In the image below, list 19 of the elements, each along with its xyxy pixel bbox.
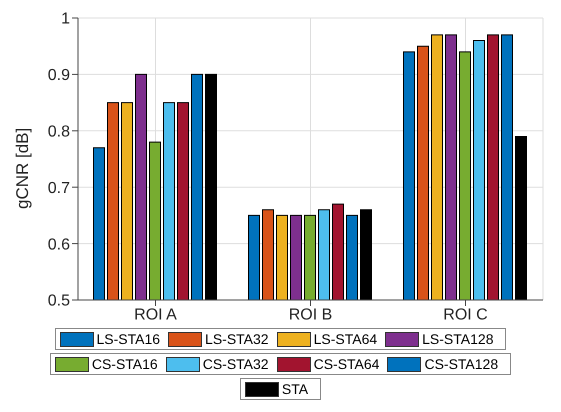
y-tick-label: 0.6	[48, 236, 70, 254]
legend-label: LS-STA128	[422, 331, 494, 347]
legend-label: CS-STA64	[314, 356, 380, 372]
legend-label: CS-STA16	[92, 356, 158, 372]
y-tick-label: 0.8	[48, 123, 70, 140]
x-tick-label: ROI A	[134, 306, 178, 324]
y-tick-label: 0.7	[48, 180, 70, 197]
legend-label: CS-STA32	[202, 356, 269, 372]
legend-label: LS-STA16	[96, 331, 160, 347]
legend-label: LS-STA32	[205, 331, 269, 347]
y-tick-label: 1	[61, 10, 70, 28]
x-tick-label: ROI C	[443, 306, 488, 324]
legend-label: STA	[282, 381, 308, 397]
legend-label: CS-STA128	[424, 356, 498, 372]
y-tick-label: 0.5	[48, 292, 70, 310]
y-axis-title: gCNR [dB]	[13, 128, 32, 209]
x-tick-label: ROI B	[288, 306, 332, 324]
y-tick-label: 0.9	[48, 67, 70, 84]
legend-label: LS-STA64	[314, 331, 378, 347]
